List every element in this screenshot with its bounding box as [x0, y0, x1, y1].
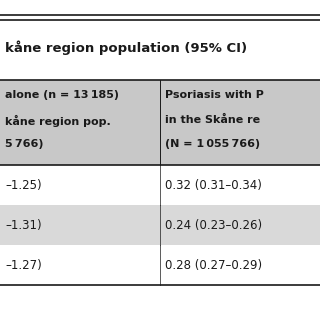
- Text: (N = 1 055 766): (N = 1 055 766): [165, 139, 260, 149]
- Bar: [0, 245, 320, 285]
- Text: –1.25): –1.25): [5, 179, 42, 191]
- Text: kåne region pop.: kåne region pop.: [5, 115, 111, 126]
- Text: –1.27): –1.27): [5, 259, 42, 271]
- Bar: [0, 205, 320, 245]
- Text: in the Skåne re: in the Skåne re: [165, 115, 260, 124]
- Bar: [0, 80, 320, 165]
- Text: 0.24 (0.23–0.26): 0.24 (0.23–0.26): [165, 219, 262, 231]
- Text: 5 766): 5 766): [5, 139, 44, 149]
- Text: 0.28 (0.27–0.29): 0.28 (0.27–0.29): [165, 259, 262, 271]
- Text: kåne region population (95% CI): kåne region population (95% CI): [5, 40, 247, 55]
- Text: 0.32 (0.31–0.34): 0.32 (0.31–0.34): [165, 179, 262, 191]
- Bar: [0, 165, 320, 205]
- Text: –1.31): –1.31): [5, 219, 42, 231]
- Text: alone (n = 13 185): alone (n = 13 185): [5, 90, 119, 100]
- Text: Psoriasis with P: Psoriasis with P: [165, 90, 264, 100]
